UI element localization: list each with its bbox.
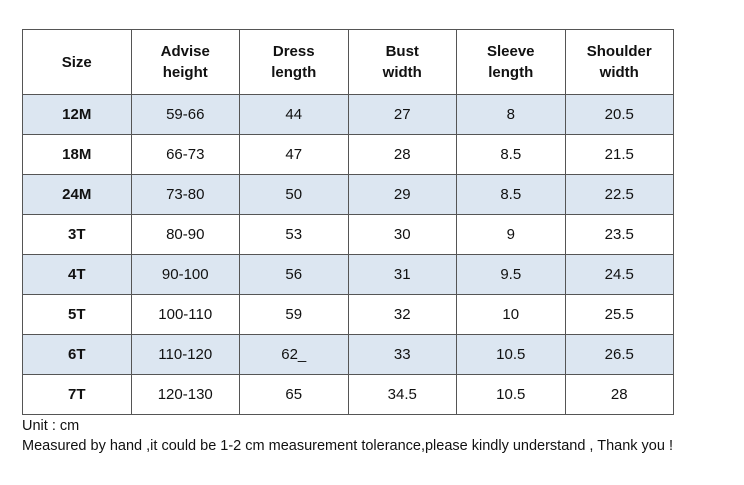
value-cell: 10 xyxy=(456,294,566,335)
table-row: 18M 66-73 47 28 8.5 21.5 xyxy=(22,134,674,175)
value-cell: 56 xyxy=(239,254,349,295)
value-cell: 50 xyxy=(239,174,349,215)
size-cell: 4T xyxy=(22,254,132,295)
value-cell: 25.5 xyxy=(564,294,674,335)
table-row: 24M 73-80 50 29 8.5 22.5 xyxy=(22,174,674,215)
value-cell: 9.5 xyxy=(456,254,566,295)
value-cell: 47 xyxy=(239,134,349,175)
value-cell: 26.5 xyxy=(564,334,674,375)
value-cell: 73-80 xyxy=(130,174,240,215)
header-cell: Sleeve length xyxy=(456,29,566,95)
header-text: Sleeve length xyxy=(486,43,535,81)
value-cell: 66-73 xyxy=(130,134,240,175)
value-cell: 59-66 xyxy=(130,94,240,135)
size-cell: 5T xyxy=(22,294,132,335)
value-cell: 28 xyxy=(564,374,674,415)
notes: Unit : cm Measured by hand ,it could be 1… xyxy=(22,416,673,456)
size-cell: 7T xyxy=(22,374,132,415)
header-cell: Dress length xyxy=(239,29,349,95)
value-cell: 21.5 xyxy=(564,134,674,175)
header-row: Size Advise height Dress length Bust width S… xyxy=(22,29,674,95)
note-line: Measured by hand ,it could be 1-2 cm mea… xyxy=(22,438,673,454)
header-text: Dress length xyxy=(271,43,317,81)
size-cell: 3T xyxy=(22,214,132,255)
value-cell: 10.5 xyxy=(456,334,566,375)
header-cell: Shoulder width xyxy=(564,29,674,95)
header-text: Bust width xyxy=(382,43,422,81)
value-cell: 27 xyxy=(347,94,457,135)
value-cell: 32 xyxy=(347,294,457,335)
header-text: Shoulder width xyxy=(586,43,652,81)
table-row: 7T 120-130 65 34.5 10.5 28 xyxy=(22,374,674,415)
value-cell: 8.5 xyxy=(456,134,566,175)
size-table: Size Advise height Dress length Bust width S… xyxy=(22,29,674,415)
value-cell: 53 xyxy=(239,214,349,255)
value-cell: 23.5 xyxy=(564,214,674,255)
value-cell: 29 xyxy=(347,174,457,215)
value-cell: 9 xyxy=(456,214,566,255)
value-cell: 110-120 xyxy=(130,334,240,375)
value-cell: 120-130 xyxy=(130,374,240,415)
value-cell: 30 xyxy=(347,214,457,255)
note-line: Unit : cm xyxy=(22,418,80,434)
value-cell: 59 xyxy=(239,294,349,335)
value-cell: 44 xyxy=(239,94,349,135)
value-cell: 8.5 xyxy=(456,174,566,215)
header-text: Size xyxy=(61,53,92,71)
size-cell: 12M xyxy=(22,94,132,135)
value-cell: 31 xyxy=(347,254,457,295)
value-cell: 10.5 xyxy=(456,374,566,415)
value-cell: 100-110 xyxy=(130,294,240,335)
size-cell: 24M xyxy=(22,174,132,215)
value-cell: 62_ xyxy=(239,334,349,375)
value-cell: 34.5 xyxy=(347,374,457,415)
table-row: 6T 110-120 62_ 33 10.5 26.5 xyxy=(22,334,674,375)
value-cell: 65 xyxy=(239,374,349,415)
value-cell: 33 xyxy=(347,334,457,375)
value-cell: 80-90 xyxy=(130,214,240,255)
table-row: 4T 90-100 56 31 9.5 24.5 xyxy=(22,254,674,295)
value-cell: 28 xyxy=(347,134,457,175)
header-cell: Advise height xyxy=(130,29,240,95)
table-row: 3T 80-90 53 30 9 23.5 xyxy=(22,214,674,255)
table-row: 12M 59-66 44 27 8 20.5 xyxy=(22,94,674,135)
header-text: Advise height xyxy=(160,43,210,81)
size-cell: 6T xyxy=(22,334,132,375)
size-cell: 18M xyxy=(22,134,132,175)
value-cell: 90-100 xyxy=(130,254,240,295)
value-cell: 20.5 xyxy=(564,94,674,135)
table-row: 5T 100-110 59 32 10 25.5 xyxy=(22,294,674,335)
value-cell: 22.5 xyxy=(564,174,674,215)
value-cell: 24.5 xyxy=(564,254,674,295)
header-cell: Size xyxy=(22,29,132,95)
value-cell: 8 xyxy=(456,94,566,135)
header-cell: Bust width xyxy=(347,29,457,95)
